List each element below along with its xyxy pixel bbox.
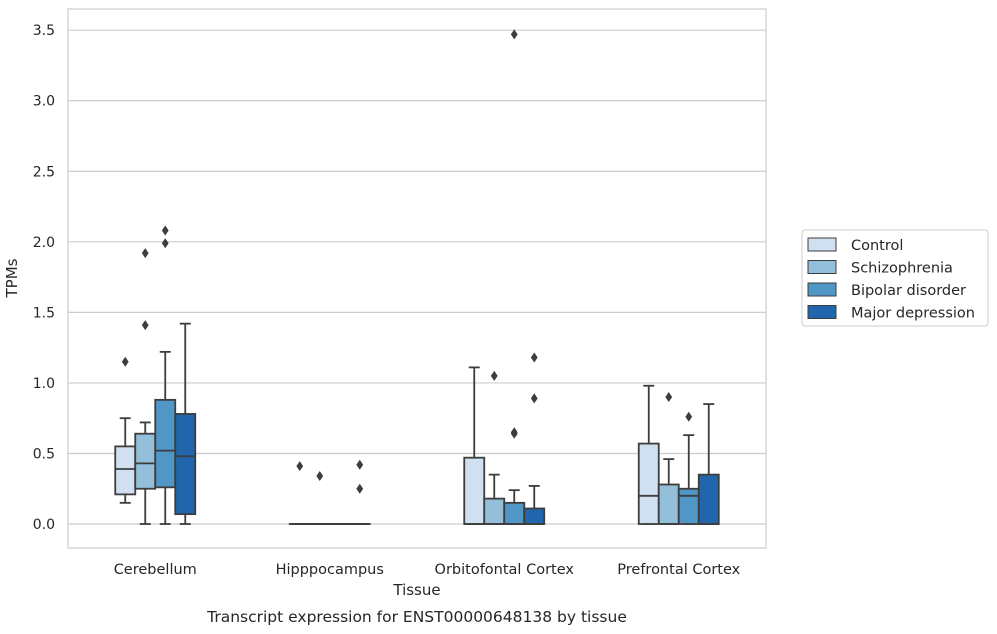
- box-body: [677, 487, 700, 525]
- box-3-2: [483, 370, 506, 525]
- box-1-2: [134, 248, 157, 525]
- y-tick-label: 0.5: [33, 446, 55, 462]
- box-body: [134, 432, 157, 490]
- outlier-point: [161, 225, 169, 236]
- outlier-point: [316, 471, 324, 482]
- box-3-4: [523, 352, 546, 525]
- outlier-point: [356, 459, 364, 470]
- box-1-4: [174, 322, 197, 525]
- outlier-point: [685, 411, 693, 422]
- box-4-3: [677, 411, 700, 525]
- y-tick-label: 3.0: [33, 94, 55, 110]
- x-tick-labels: Cerebellum Hipppocampus Orbitofontal Corte…: [114, 562, 741, 578]
- legend-swatch: [807, 305, 837, 319]
- box-body: [114, 445, 137, 496]
- box-3-3: [503, 29, 526, 525]
- outlier-point: [530, 393, 538, 404]
- legend: Control Schizophrenia Bipolar disorder Majo…: [801, 229, 989, 327]
- boxes: [114, 29, 720, 525]
- box-4-1: [637, 384, 660, 525]
- x-tick-label: Cerebellum: [114, 562, 197, 578]
- legend-swatch: [807, 237, 837, 252]
- legend-label: Control: [851, 238, 903, 254]
- box-2-1: [288, 461, 311, 525]
- y-tick-label: 1.0: [33, 376, 55, 392]
- outlier-point: [356, 483, 364, 494]
- box-2-4: [348, 459, 371, 525]
- box-3-1: [463, 366, 486, 525]
- box-body: [657, 483, 680, 525]
- y-tick-labels: 0.0 0.5 1.0 1.5 2.0 2.5 3.0 3.5: [33, 23, 55, 533]
- box-body: [697, 473, 720, 525]
- box-4-2: [657, 392, 680, 525]
- outlier-point: [296, 461, 304, 472]
- box-body: [523, 507, 546, 525]
- y-axis-label: TPMs: [3, 258, 21, 298]
- outlier-point: [121, 356, 129, 367]
- legend-swatch: [807, 260, 837, 274]
- y-tick-label: 3.5: [33, 23, 55, 39]
- box-body: [483, 497, 506, 525]
- x-tick-label: Orbitofontal Cortex: [435, 562, 575, 578]
- y-tick-label: 1.5: [33, 305, 55, 321]
- plot-frame: [67, 8, 767, 549]
- y-tick-label: 0.0: [33, 517, 55, 533]
- box-2-2: [308, 471, 331, 525]
- outlier-point: [510, 427, 518, 438]
- x-tick-label: Hipppocampus: [276, 562, 384, 578]
- legend-swatch: [807, 282, 837, 297]
- box-body: [463, 456, 486, 525]
- outlier-point: [161, 238, 169, 249]
- outlier-point: [530, 352, 538, 363]
- legend-label: Major depression: [851, 306, 975, 322]
- box-body: [503, 501, 526, 525]
- box-body: [637, 442, 660, 525]
- y-tick-label: 2.0: [33, 235, 55, 251]
- chart-caption: Transcript expression for ENST0000064813…: [206, 608, 627, 626]
- box-body: [174, 413, 197, 516]
- box-4-4: [697, 403, 720, 525]
- box-body: [154, 398, 177, 489]
- legend-label: Bipolar disorder: [851, 283, 966, 299]
- outlier-point: [141, 320, 149, 331]
- legend-label: Schizophrenia: [851, 261, 953, 277]
- outlier-point: [141, 248, 149, 259]
- x-tick-label: Prefrontal Cortex: [617, 562, 740, 578]
- box-1-1: [114, 356, 137, 504]
- x-axis-label: Tissue: [392, 581, 440, 599]
- outlier-point: [490, 370, 498, 381]
- legend-frame: [801, 229, 989, 327]
- y-tick-label: 2.5: [33, 164, 55, 180]
- box-1-3: [154, 225, 177, 525]
- outlier-point: [510, 29, 518, 40]
- outlier-point: [665, 392, 673, 403]
